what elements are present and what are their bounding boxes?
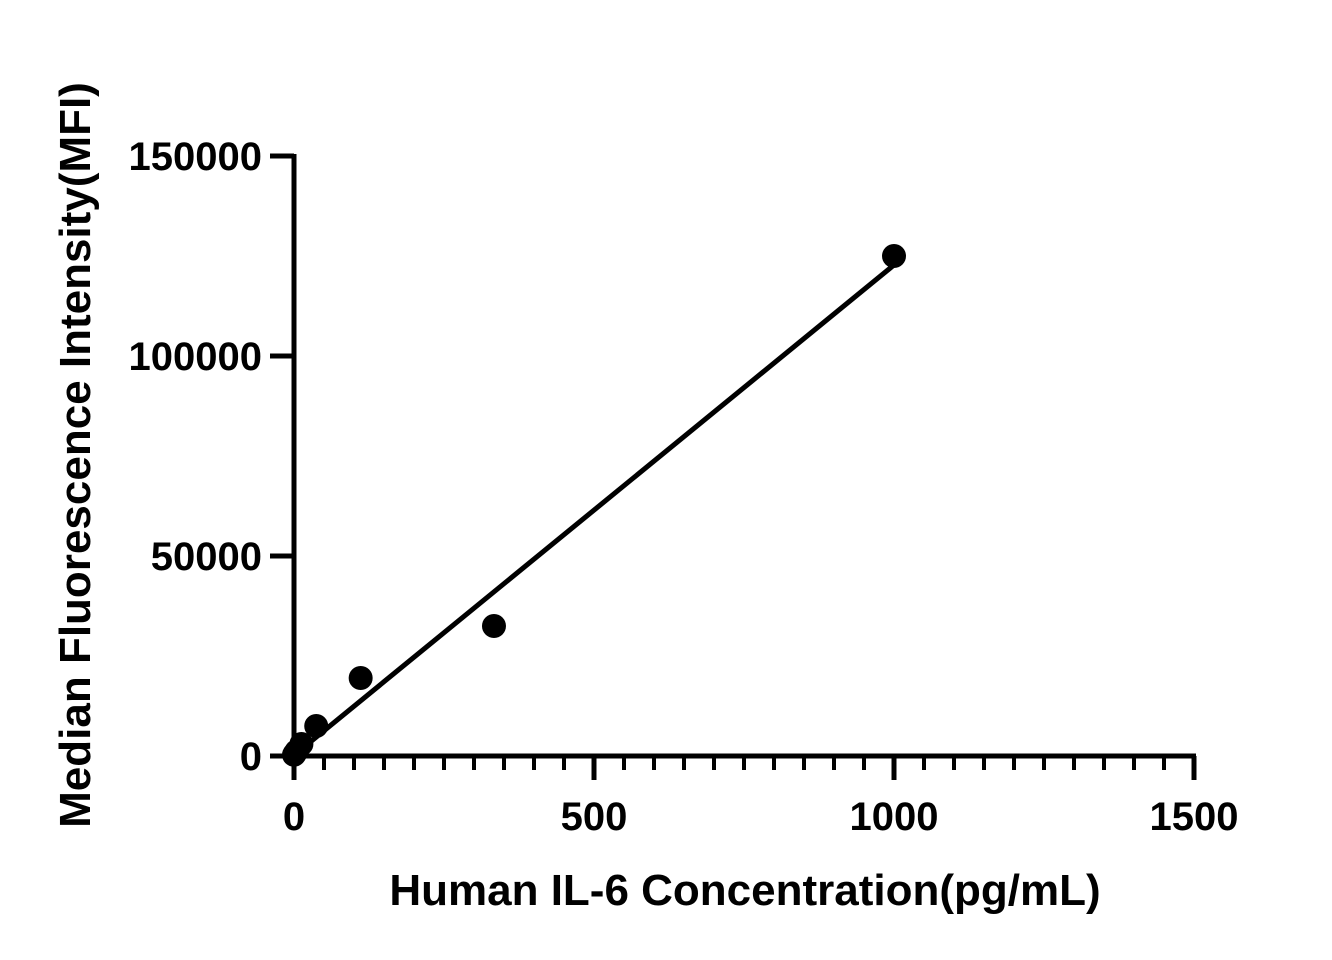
y-tick-label: 100000 [129,335,262,379]
x-tick-label: 500 [561,795,628,839]
fit-line [295,263,896,755]
data-point [882,244,906,268]
x-tick-label: 0 [283,795,305,839]
y-tick-label: 150000 [129,135,262,179]
data-point [289,732,314,756]
x-tick-label: 1500 [1150,795,1239,839]
data-point [304,714,329,738]
x-tick-label: 1000 [850,795,939,839]
y-axis-title: Median Fluorescence Intensity(MFI) [51,82,100,828]
x-axis-title: Human IL-6 Concentration(pg/mL) [389,866,1100,915]
data-point [348,666,373,690]
y-tick-label: 0 [240,735,262,779]
y-tick-label: 50000 [151,535,262,579]
data-point [481,614,506,638]
